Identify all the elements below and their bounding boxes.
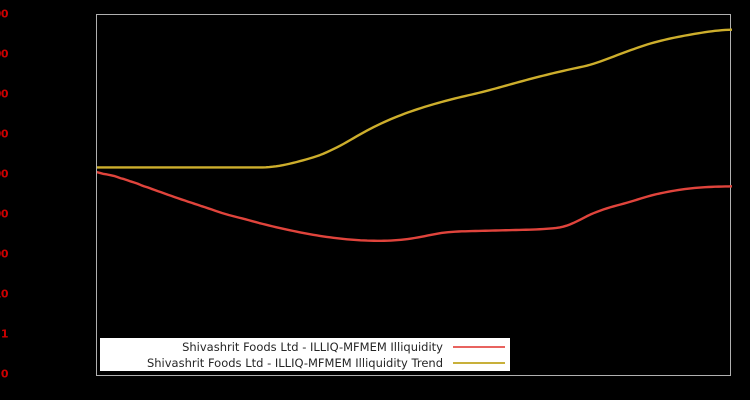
y-axis-tick-label: 10: [0, 287, 9, 301]
legend-item-illiquidity[interactable]: Shivashrit Foods Ltd - ILLIQ-MFMEM Illiq…: [101, 339, 509, 355]
legend-color-swatch: [453, 362, 505, 364]
series-line-illiquidity: [97, 170, 732, 243]
y-axis-tick-label: 10000000: [0, 47, 9, 61]
y-axis-tick-label: 100: [0, 247, 9, 261]
legend-item-label: Shivashrit Foods Ltd - ILLIQ-MFMEM Illiq…: [146, 356, 443, 370]
series-canvas: [97, 28, 732, 243]
y-axis-tick-label: 1000000: [0, 87, 9, 101]
series-line-illiquidity-trend: [97, 28, 732, 169]
y-axis-tick-label: 10000: [0, 167, 8, 181]
y-axis-tick-label: 0: [0, 367, 9, 381]
legend-color-swatch: [453, 346, 505, 348]
legend-item-illiquidity-trend[interactable]: Shivashrit Foods Ltd - ILLIQ-MFMEM Illiq…: [101, 355, 509, 371]
y-axis-tick-label: 1000: [0, 207, 8, 221]
y-axis-tick-label: 100000: [0, 127, 8, 141]
y-axis-tick-label: 1: [0, 327, 9, 341]
plot-area: [96, 14, 732, 376]
y-axis-tick-label: 100000000: [0, 7, 9, 21]
legend-item-label: Shivashrit Foods Ltd - ILLIQ-MFMEM Illiq…: [182, 340, 443, 354]
chart-legend[interactable]: Shivashrit Foods Ltd - ILLIQ-MFMEM Illiq…: [100, 338, 510, 371]
